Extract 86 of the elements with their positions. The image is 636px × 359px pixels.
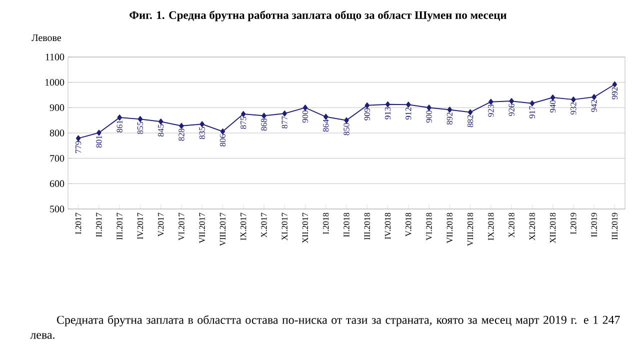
y-tick-label: 900 [50, 104, 64, 112]
x-tick-label: II.2017 [96, 212, 102, 237]
x-tick-label: X.2018 [508, 212, 514, 238]
point [344, 117, 349, 124]
point [364, 102, 370, 108]
point [488, 98, 494, 105]
x-tick-label: XI.2018 [529, 212, 536, 240]
data-label: 845 [158, 124, 164, 136]
point [406, 102, 411, 108]
point [426, 104, 432, 111]
point [530, 100, 535, 106]
y-axis-title: Левове [32, 34, 61, 42]
point [200, 121, 204, 128]
point [240, 111, 246, 117]
x-tick-label: VIII.2017 [220, 212, 226, 246]
x-tick-label: II.2018 [344, 212, 350, 237]
x-tick-label: XI.2017 [282, 212, 288, 240]
x-tick-label: III.2019 [612, 212, 618, 240]
x-tick-label: VI.2017 [178, 212, 184, 240]
data-label: 850 [344, 123, 350, 136]
data-label: 900 [302, 110, 308, 123]
point [117, 114, 122, 121]
x-tick-label: IX.2018 [488, 212, 494, 240]
data-label: 917 [529, 106, 536, 118]
point [220, 128, 226, 134]
text: Средната брутна заплата в областта остава по-ниска от тази за страната, която за месец март 2019 г. е 1 247 лева. [30, 315, 620, 339]
point [179, 122, 184, 129]
data-label: 913 [384, 107, 391, 120]
x-tick-label: I.2017 [75, 212, 82, 234]
x-tick-label: III.2018 [364, 212, 370, 240]
data-label: 835 [199, 126, 205, 139]
x-tick-label: VIII.2018 [467, 212, 474, 246]
data-label: 875 [240, 116, 246, 129]
point [612, 81, 618, 88]
data-label: 855 [137, 122, 144, 134]
x-tick-label: II.2019 [591, 212, 597, 237]
data-label: 877 [282, 116, 288, 128]
data-label: 779 [75, 141, 82, 153]
x-tick-label: VI.2018 [426, 212, 432, 240]
data-label: 806 [220, 134, 226, 146]
point [302, 104, 308, 111]
y-tick-label: 1100 [46, 54, 64, 60]
point [282, 110, 287, 116]
data-label: 868 [261, 118, 267, 131]
data-label: 882 [467, 115, 474, 128]
point [592, 94, 596, 100]
x-tick-label: VII.2017 [199, 212, 205, 244]
data-label: 892 [446, 112, 453, 125]
data-label: 861 [116, 120, 122, 132]
data-label: 909 [364, 108, 370, 120]
point [447, 106, 452, 113]
x-tick-label: I.2018 [323, 212, 329, 234]
x-tick-label: IV.2018 [384, 212, 391, 240]
y-tick-label: 800 [50, 130, 64, 136]
y-tick-label: 600 [50, 180, 64, 188]
x-tick-label: VII.2018 [446, 212, 453, 244]
x-tick-label: I.2019 [570, 212, 576, 234]
point [76, 135, 81, 142]
data-label: 864 [323, 119, 329, 132]
x-tick-label: X.2017 [261, 212, 267, 238]
y-tick-label: 700 [50, 154, 64, 162]
point [468, 109, 473, 116]
data-label: 940 [550, 100, 556, 112]
x-tick-label: IX.2017 [240, 212, 246, 240]
data-label: 828 [178, 128, 184, 141]
x-tick-label: V.2018 [406, 212, 412, 236]
x-tick-label: XII.2017 [302, 212, 308, 244]
data-label: 932 [570, 102, 576, 114]
chart-title: Фиг. 1. Средна брутна работна заплата общо за област Шумен по месеци [130, 10, 506, 22]
data-label: 942 [591, 100, 597, 112]
point [262, 112, 266, 119]
data-label: 926 [508, 104, 514, 116]
data-label: 801 [96, 136, 102, 148]
data-label: 912 [406, 108, 412, 120]
x-tick-label: IV.2017 [137, 212, 144, 240]
point [571, 96, 576, 103]
x-tick-label: XII.2018 [550, 212, 556, 244]
point [96, 130, 102, 136]
y-tick-label: 500 [50, 206, 64, 212]
x-tick-label: III.2017 [116, 212, 122, 240]
data-label: 900 [426, 110, 432, 123]
data-label: 923 [488, 104, 494, 117]
y-tick-label: 1000 [45, 78, 64, 86]
data-label: 992 [612, 87, 618, 100]
point [385, 101, 390, 108]
x-tick-label: V.2017 [158, 212, 164, 236]
